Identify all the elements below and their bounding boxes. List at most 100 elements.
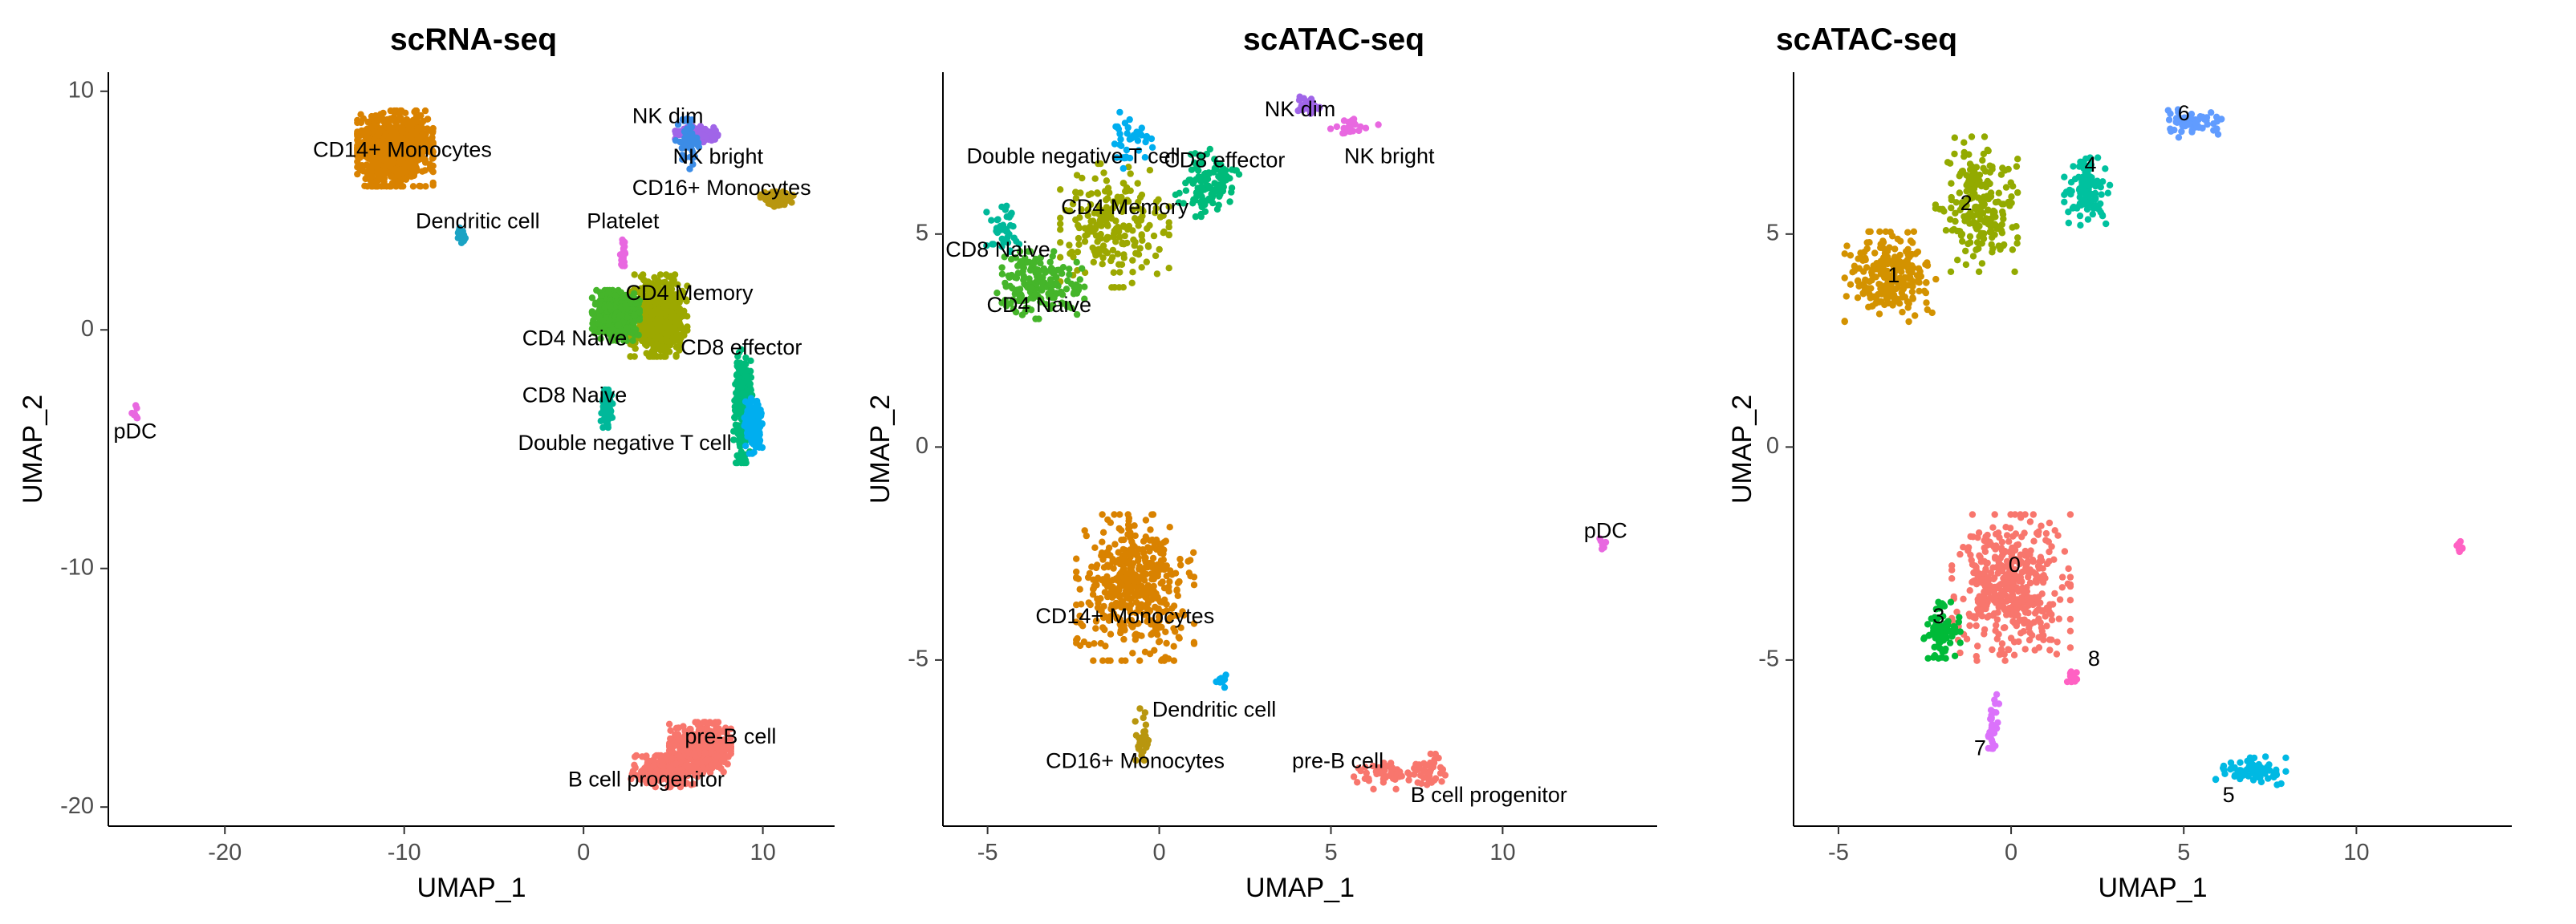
point xyxy=(1118,537,1125,544)
point xyxy=(1120,635,1128,643)
point xyxy=(998,270,1006,278)
point xyxy=(1226,198,1233,205)
point xyxy=(1076,276,1084,283)
point xyxy=(424,116,432,123)
point xyxy=(644,305,652,312)
point xyxy=(1176,578,1183,586)
point xyxy=(667,735,674,743)
point xyxy=(1112,238,1119,245)
point xyxy=(621,238,628,246)
point xyxy=(399,135,406,143)
point xyxy=(746,403,754,410)
point xyxy=(1142,721,1150,728)
point xyxy=(1165,265,1172,272)
cluster-label: NK dim xyxy=(632,104,704,128)
point xyxy=(354,152,361,160)
point xyxy=(1102,642,1109,650)
point xyxy=(1099,254,1107,261)
point xyxy=(1075,234,1083,242)
point xyxy=(1350,773,1358,780)
point xyxy=(1157,580,1164,587)
point xyxy=(691,134,699,141)
point xyxy=(1170,657,1178,664)
point xyxy=(1165,231,1172,239)
point xyxy=(665,348,673,355)
point xyxy=(1125,517,1132,525)
point xyxy=(1073,636,1080,644)
point xyxy=(691,750,698,757)
point xyxy=(1006,274,1014,282)
points xyxy=(128,107,797,791)
point xyxy=(1103,583,1111,590)
y-tick-label: 10 xyxy=(68,77,94,103)
point xyxy=(1085,641,1093,649)
point xyxy=(1086,569,1094,578)
point xyxy=(1120,241,1128,248)
point xyxy=(739,390,746,398)
point xyxy=(1099,529,1107,536)
point xyxy=(684,313,691,320)
point xyxy=(1111,227,1118,234)
point xyxy=(410,172,418,180)
point xyxy=(1140,537,1148,545)
cluster-5 xyxy=(616,236,629,270)
point xyxy=(993,217,1001,224)
cluster-label: CD16+ Monocytes xyxy=(632,176,811,200)
point xyxy=(376,129,383,137)
x-axis-title: UMAP_1 xyxy=(416,873,526,903)
point xyxy=(1049,253,1056,260)
point xyxy=(747,434,754,441)
point xyxy=(354,138,362,145)
point xyxy=(1138,264,1145,271)
point xyxy=(380,140,387,147)
point xyxy=(988,217,995,224)
point xyxy=(1099,261,1106,268)
point xyxy=(1132,718,1139,725)
point xyxy=(1093,561,1101,569)
point xyxy=(364,183,371,190)
cluster-1 xyxy=(454,224,469,246)
point xyxy=(736,440,743,448)
point xyxy=(1026,266,1034,274)
point xyxy=(1124,590,1132,597)
point xyxy=(674,121,682,128)
point xyxy=(665,720,673,727)
point xyxy=(368,162,376,169)
point xyxy=(1165,219,1172,226)
point xyxy=(1135,631,1142,639)
point xyxy=(675,752,683,760)
point xyxy=(1129,257,1136,264)
point xyxy=(1150,232,1158,240)
point xyxy=(1010,223,1017,230)
point xyxy=(1153,270,1161,278)
point xyxy=(1124,576,1132,584)
point xyxy=(1091,175,1099,182)
point xyxy=(131,411,139,418)
point xyxy=(671,271,679,278)
x-tick-label: -20 xyxy=(208,840,242,865)
cluster-0 xyxy=(354,107,437,190)
point xyxy=(1131,590,1138,598)
point xyxy=(1190,549,1197,557)
point xyxy=(598,292,605,299)
point xyxy=(1110,565,1117,572)
point xyxy=(1392,785,1400,792)
point xyxy=(1375,121,1382,128)
point xyxy=(652,319,660,326)
point xyxy=(1153,545,1160,553)
point xyxy=(672,741,680,749)
point xyxy=(354,144,361,152)
point xyxy=(627,353,634,360)
point xyxy=(1163,639,1170,647)
point xyxy=(416,124,423,132)
point xyxy=(1339,130,1347,137)
point xyxy=(632,345,639,352)
point xyxy=(998,264,1006,271)
point xyxy=(1170,642,1177,650)
point xyxy=(416,147,424,154)
point xyxy=(657,353,664,360)
point xyxy=(701,132,708,140)
point xyxy=(1066,271,1073,278)
point xyxy=(1355,127,1363,135)
